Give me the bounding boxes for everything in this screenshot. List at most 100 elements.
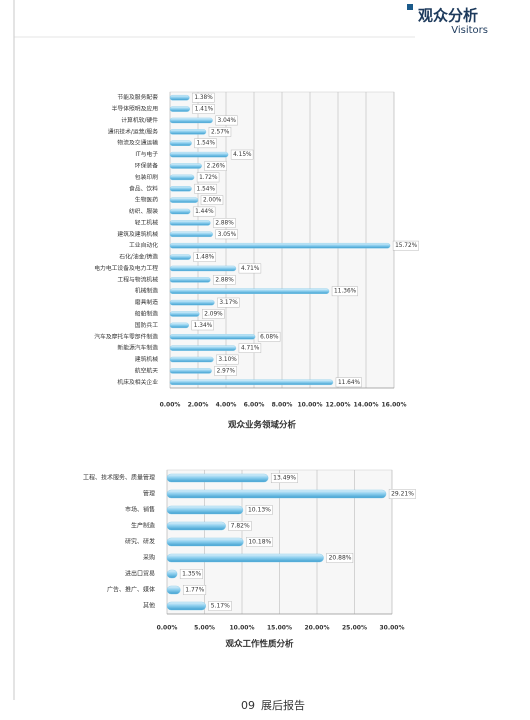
category-label: 国防兵工 [135,321,158,329]
bar [169,220,211,226]
category-label: 进出口贸易 [125,570,155,578]
bar [166,489,387,499]
category-label: 新能源汽车制造 [117,344,158,352]
category-label: 包装印刷 [135,173,158,181]
x-tick-label: 12.00% [326,402,351,409]
value-label-box [335,377,362,388]
footer-text: 展后报告 [261,698,305,712]
category-label: 船舶制造 [135,310,158,318]
value-label-box [194,183,217,194]
value-label-box [194,138,217,149]
value-label-box [192,92,215,103]
x-tick-label: 5.00% [194,625,215,632]
bar [169,94,190,101]
bar [169,197,199,203]
bar [166,521,226,531]
category-label: 管理 [143,490,155,498]
value-label-box [179,569,203,580]
value-label-box [388,489,416,500]
value-label-box [216,354,239,365]
value-label: 13.49% [273,475,296,482]
bar [169,106,190,112]
value-label-box [213,218,236,228]
value-label: 5.17% [211,603,230,610]
bar [169,265,237,272]
category-label: 通讯技术/运营/服务 [108,127,158,135]
bar [166,537,244,547]
category-label: 轻工机械 [135,218,158,226]
category-label: 采购 [143,554,155,562]
value-label-box [191,320,214,331]
x-tick-label: 30.00% [380,625,405,632]
value-label: 1.41% [195,107,214,113]
category-label: 工程、技术服务、质量管理 [83,474,155,482]
value-label: 1.35% [182,571,201,578]
chart-title: 观众业务领域分析 [228,420,297,431]
value-label-box [215,115,238,126]
bar [169,129,207,135]
value-label: 3.05% [218,232,237,238]
value-label-box [204,161,227,171]
bar [169,299,215,306]
x-tick-label: 10.00% [298,402,323,409]
value-label: 2.26% [207,164,226,170]
value-label: 2.09% [204,312,223,318]
value-label-box [326,553,354,564]
header-title: 观众分析 [418,7,478,25]
value-label: 10.13% [248,507,271,514]
x-tick-label: 20.00% [305,625,330,632]
category-label: 广告、推广、媒体 [107,586,155,594]
value-label-box [246,537,273,548]
bar [169,277,211,283]
value-label: 1.48% [196,255,215,261]
value-label-box [214,366,237,376]
header-icon [407,4,413,10]
x-tick-label: 25.00% [342,625,367,632]
value-label: 2.00% [203,198,222,204]
category-label: 石化/油金/铸造 [119,253,158,261]
bar [169,322,189,329]
category-label: 磨具制造 [135,298,158,306]
category-label: 食品、饮料 [129,184,158,192]
value-label: 2.97% [217,368,236,374]
value-label: 2.57% [211,129,230,135]
category-label: 物流及交通运输 [117,139,158,147]
value-label: 1.77% [185,587,204,594]
category-label: 其他 [143,602,155,610]
bar [166,505,244,515]
value-label-box [208,601,232,612]
value-label: 7.82% [231,523,250,530]
category-label: 半导体照明及应用 [112,105,159,113]
category-label: 研究、研发 [125,538,155,546]
bar [166,601,206,611]
value-label: 3.10% [218,357,237,363]
category-label: 计算机软/硬件 [121,116,158,124]
bar [169,356,214,363]
category-label: 纺织、服装 [129,207,158,215]
value-label-box [245,505,273,516]
value-label: 15.72% [395,243,418,249]
bar [169,208,191,215]
bar [169,334,256,340]
category-label: 电力电工设备及电力工程 [94,264,158,272]
category-label: 环保装备 [135,162,158,170]
value-label-box [228,521,252,532]
page-number: 09 [241,699,255,712]
value-label: 1.54% [197,186,216,192]
x-tick-label: 10.00% [230,625,255,632]
value-label: 11.64% [338,380,361,386]
bar [166,569,178,579]
value-label-box [230,149,254,160]
value-label: 3.04% [218,118,237,124]
value-label-box [213,275,236,285]
bar [169,288,330,294]
value-label: 4.71% [241,346,260,352]
value-label: 29.21% [391,491,414,498]
value-label-box [238,343,262,353]
category-label: 工业自动化 [129,241,158,249]
x-tick-label: 14.00% [354,402,379,409]
category-label: 工程与物流机械 [117,275,158,283]
value-label: 2.88% [215,277,234,283]
category-label: 机床及相关企业 [117,378,158,386]
